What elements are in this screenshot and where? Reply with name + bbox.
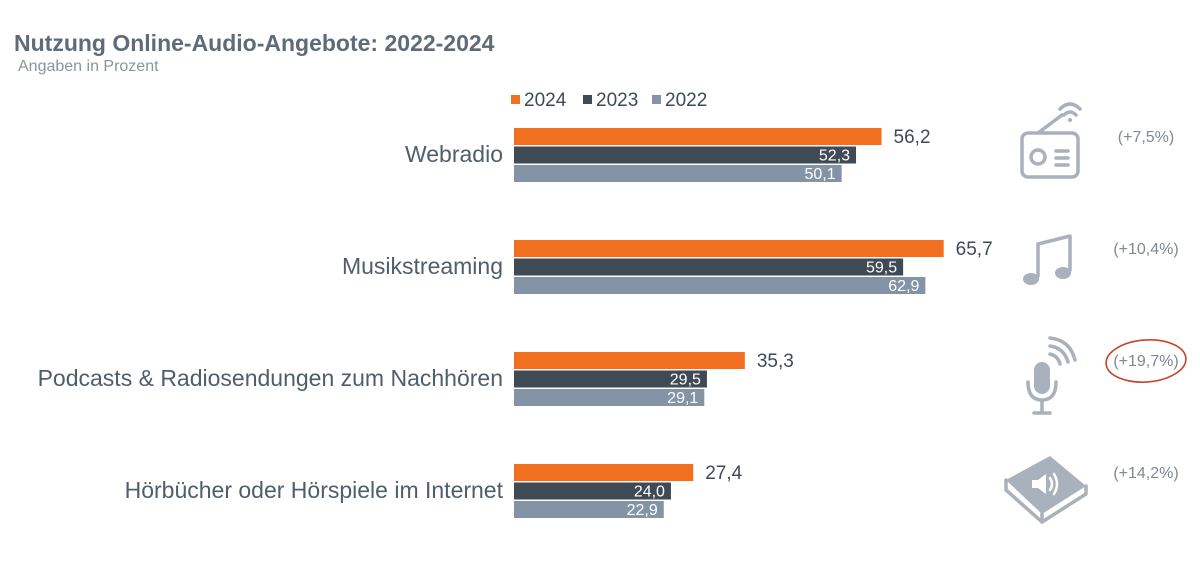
data-label-2022: 29,1	[667, 390, 698, 407]
category-label: Musikstreaming	[342, 253, 503, 279]
data-label-2024: 65,7	[956, 239, 993, 260]
category-group: Podcasts & Radiosendungen zum Nachhören 3…	[38, 339, 1187, 407]
legend-swatch-2022	[652, 95, 661, 104]
legend-label-2023: 2023	[596, 90, 638, 111]
bar-2023	[514, 370, 707, 388]
legend-swatch-2024	[511, 95, 520, 104]
bar-2023	[514, 482, 671, 500]
change-label: (+14,2%)	[1113, 465, 1178, 482]
category-icons	[1004, 102, 1088, 524]
category-group: Hörbücher oder Hörspiele im Internet 27,4…	[125, 463, 1179, 519]
data-label-2022: 22,9	[627, 502, 658, 519]
legend-label-2024: 2024	[524, 90, 567, 111]
data-label-2023: 29,5	[670, 372, 701, 389]
bar-2023	[514, 146, 857, 164]
bar-2024	[514, 128, 882, 145]
data-label-2024: 56,2	[894, 127, 931, 148]
data-label-2022: 50,1	[805, 166, 836, 183]
bar-2022	[514, 501, 664, 518]
bar-2022	[514, 277, 926, 294]
category-group: Webradio 56,2 52,350,1 (+7,5%)	[405, 127, 1174, 183]
bar-2022	[514, 389, 705, 406]
bar-2023	[514, 258, 904, 276]
bar-2024	[514, 464, 694, 481]
data-label-2022: 62,9	[888, 278, 919, 295]
highlight-circle	[1105, 339, 1187, 383]
audiobook-icon	[1004, 456, 1088, 524]
change-label: (+10,4%)	[1113, 241, 1178, 258]
category-label: Webradio	[405, 141, 503, 167]
bar-2022	[514, 165, 842, 182]
category-label: Podcasts & Radiosendungen zum Nachhören	[38, 365, 503, 391]
category-label: Hörbücher oder Hörspiele im Internet	[125, 477, 504, 503]
legend-label-2022: 2022	[665, 90, 707, 111]
data-label-2023: 24,0	[634, 484, 665, 501]
bar-2024	[514, 352, 745, 369]
bar-2024	[514, 240, 944, 257]
data-label-2024: 35,3	[757, 351, 794, 372]
category-group: Musikstreaming 65,7 59,562,9 (+10,4%)	[342, 239, 1179, 295]
change-label: (+19,7%)	[1113, 353, 1178, 370]
microphone-icon	[1026, 336, 1077, 415]
chart-title: Nutzung Online-Audio-Angebote: 2022-2024	[14, 30, 495, 56]
change-label: (+7,5%)	[1118, 129, 1174, 146]
data-label-2023: 59,5	[866, 260, 897, 277]
data-label-2023: 52,3	[819, 148, 850, 165]
chart-subtitle: Angaben in Prozent	[18, 58, 159, 75]
music-note-icon	[1023, 234, 1072, 285]
legend: 2024 2023 2022	[511, 90, 707, 111]
legend-swatch-2023	[583, 95, 592, 104]
data-label-2024: 27,4	[705, 463, 742, 484]
bars: Webradio 56,2 52,350,1 (+7,5%) Musikstreamin…	[38, 127, 1187, 519]
radio-icon	[1020, 102, 1082, 179]
